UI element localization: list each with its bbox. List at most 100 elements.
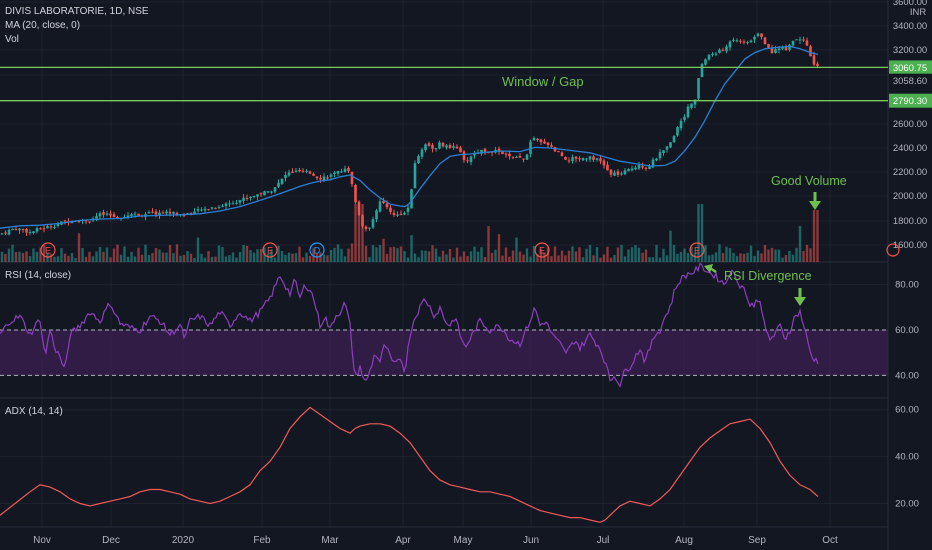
volume-bar-14 [49,254,53,262]
volume-bar-146 [511,250,515,262]
earnings-marker-label-1: E [267,246,273,256]
candle-body-222 [777,48,781,51]
volume-bar-73 [256,249,259,262]
candle-body-233 [816,63,819,66]
volume-bar-192 [672,244,676,262]
volume-bar-105 [368,257,371,262]
candle-body-31 [109,213,112,216]
candle-body-143 [501,151,504,155]
volume-bar-167 [585,248,588,262]
volume-bar-220 [770,247,774,262]
volume-bar-88 [308,255,312,262]
candle-body-179 [627,169,630,172]
candle-body-47 [165,211,168,214]
volume-bar-190 [665,255,669,262]
candle-body-7 [25,228,28,233]
volume-bar-184 [644,249,648,262]
candle-body-96 [336,170,340,174]
volume-bar-144 [504,247,508,262]
rsi-axis[interactable]: 80.00 60.00 40.00 [895,280,919,382]
price-tick-2: 3200.00 [893,45,927,56]
vol-legend[interactable]: Vol [5,34,19,45]
volume-bar-89 [312,248,315,262]
candle-body-135 [473,153,476,156]
volume-bar-177 [620,244,623,262]
time-tick-9: Aug [675,535,693,546]
time-axis[interactable]: Nov Dec 2020 Feb Mar Apr May Jun Jul Aug Sep Oct [33,535,838,546]
earnings-marker-3 [689,242,705,258]
price-badge-2 [889,93,932,108]
time-tick-10: Sep [748,535,766,546]
candle-body-63 [221,205,224,207]
candle-body-214 [749,40,753,43]
candle-body-138 [483,148,487,152]
volume-bar-21 [74,257,77,262]
volume-bar-129 [452,257,455,262]
candle-body-80 [280,178,284,184]
volume-bar-66 [231,252,235,262]
time-tick-1: Dec [102,535,120,546]
candle-body-213 [746,42,749,44]
volume-bar-41 [144,244,147,262]
price-badge-label-0: 3060.75 [893,63,927,74]
rsi-legend[interactable]: RSI (14, close) [5,270,71,281]
candle-body-149 [522,158,525,160]
time-tick-0: Nov [33,535,51,546]
volume-bar-214 [749,245,753,262]
candle-body-65 [228,203,231,205]
volume-bar-207 [725,246,728,262]
volume-bar-78 [273,257,277,262]
candle-body-174 [609,169,613,175]
volume-bar-117 [410,235,413,262]
volume-bar-195 [683,248,686,262]
candle-body-189 [662,150,665,153]
volume-bar-202 [707,255,711,262]
ma-legend[interactable]: MA (20, close, 0) [5,20,80,31]
candle-body-177 [620,173,623,175]
volume-bar-103 [361,204,364,262]
candle-body-220 [770,47,774,54]
time-tick-4: Mar [321,535,339,546]
volume-bar-44 [154,248,158,262]
candle-body-3 [11,228,14,231]
time-tick-7: Jun [523,535,539,546]
volume-bar-3 [11,244,14,262]
volume-bar-226 [791,254,795,262]
candle-body-147 [515,156,518,158]
candle-body-106 [371,219,375,228]
event-markers[interactable]: E E E ED [40,242,900,258]
volume-bar-99 [347,248,350,262]
adx-tick-2: 20.00 [895,499,919,510]
volume-bar-98 [343,256,347,262]
volume-bar-16 [56,256,60,262]
candle-body-153 [536,138,539,140]
candle-body-150 [525,154,529,160]
candle-body-126 [441,142,445,147]
candle-body-5 [18,228,21,231]
symbol-title[interactable]: DIVIS LABORATORIE, 1D, NSE [5,6,149,17]
candle-body-157 [550,145,553,147]
candle-body-120 [420,149,424,157]
time-tick-11: Oct [822,535,838,546]
good-volume-arrow-icon [809,192,821,210]
volume-bar-147 [515,237,518,262]
volume-bar-82 [287,252,291,262]
candle-body-181 [634,167,637,170]
volume-bar-109 [382,238,385,262]
adx-legend[interactable]: ADX (14, 14) [5,406,63,417]
volume-bar-90 [315,253,319,262]
volume-bar-83 [291,253,294,262]
volume-bar-122 [427,251,431,262]
candle-body-101 [354,185,357,203]
volume-bar-106 [371,245,375,262]
candle-body-67 [235,202,238,204]
candle-body-30 [105,213,109,215]
adx-axis[interactable]: 60.00 40.00 20.00 [895,405,919,510]
volume-bar-7 [25,251,28,262]
volume-bar-5 [18,251,21,262]
price-tick-1: 3400.00 [893,21,927,32]
candle-body-104 [364,226,368,229]
candle-body-9 [32,231,35,234]
volume-bar-9 [32,248,35,262]
